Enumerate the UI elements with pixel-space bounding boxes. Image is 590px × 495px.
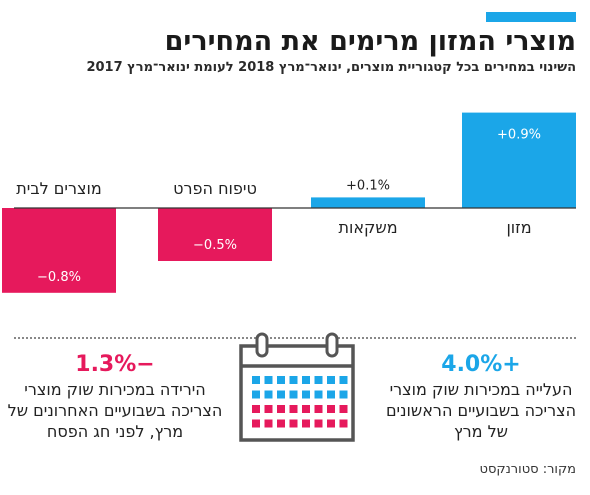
stat-decline-value: −1.3% — [75, 352, 155, 377]
calendar-day-cell — [314, 419, 323, 428]
chart-title: מוצרי המזון מרימים את המחירים — [164, 26, 576, 57]
section-divider — [14, 337, 576, 339]
calendar-day-cell — [289, 376, 298, 384]
calendar-day-cell — [314, 405, 323, 413]
stat-decline: −1.3% הירידה במכירות שוק מוצרי הצריכה בש… — [4, 351, 226, 442]
calendar-day-cell — [339, 376, 348, 384]
stat-increase-text: העלייה במכירות שוק מוצרי הצריכה בשבועיים… — [385, 380, 577, 441]
calendar-day-cell — [314, 376, 323, 384]
title-accent-bar — [486, 12, 576, 22]
calendar-day-cell — [252, 419, 260, 428]
stat-increase-value: +4.0% — [441, 352, 521, 377]
calendar-day-cell — [252, 390, 260, 399]
calendar-day-cell — [252, 405, 260, 413]
calendar-day-cell — [327, 376, 335, 384]
stat-decline-text: הירידה במכירות שוק מוצרי הצריכה בשבועיים… — [7, 380, 223, 441]
value-label-2: −0.5% — [193, 238, 237, 253]
bar-3 — [2, 208, 116, 293]
bar-chart: +0.9% מזון +0.1% משקאות −0.5% טיפוח הפרט −0.8%… — [2, 112, 576, 293]
bar-0 — [462, 112, 576, 208]
calendar-day-cell — [264, 419, 273, 428]
calendar-day-cell — [339, 390, 348, 399]
calendar-day-cell — [302, 405, 310, 413]
bar-1 — [311, 197, 425, 208]
value-label-1: +0.1% — [346, 178, 390, 193]
calendar-day-cell — [277, 419, 285, 428]
calendar-day-cell — [289, 419, 298, 428]
calendar-day-cell — [264, 376, 273, 384]
calendar-day-cell — [327, 405, 335, 413]
value-label-0: +0.9% — [497, 128, 541, 143]
calendar-day-cell — [327, 390, 335, 399]
category-label-0: מזון — [506, 218, 531, 237]
calendar-day-cell — [264, 405, 273, 413]
calendar-day-cell — [302, 419, 310, 428]
calendar-day-cell — [289, 390, 298, 399]
calendar-icon — [239, 332, 355, 442]
calendar-day-cell — [289, 405, 298, 413]
calendar-day-cell — [302, 376, 310, 384]
category-label-3: מוצרים לבית — [16, 179, 101, 198]
calendar-day-cell — [252, 376, 260, 384]
calendar-day-cell — [339, 405, 348, 413]
calendar-day-cell — [339, 419, 348, 428]
category-label-2: טיפוח הפרט — [173, 179, 257, 198]
calendar-day-cell — [264, 390, 273, 399]
value-label-3: −0.8% — [37, 270, 81, 285]
source-note: מקור: סטורנקסט — [479, 462, 576, 477]
calendar-day-cell — [314, 390, 323, 399]
stat-increase: +4.0% העלייה במכירות שוק מוצרי הצריכה בש… — [378, 351, 584, 442]
bar-2 — [158, 208, 272, 261]
calendar-day-cell — [277, 376, 285, 384]
calendar-day-cell — [302, 390, 310, 399]
calendar-day-cell — [277, 405, 285, 413]
category-label-1: משקאות — [338, 218, 397, 237]
chart-subtitle: השינוי במחירים בכל קטגוריית מוצרים, ינוא… — [86, 60, 576, 75]
calendar-day-cell — [327, 419, 335, 428]
calendar-day-cell — [277, 390, 285, 399]
